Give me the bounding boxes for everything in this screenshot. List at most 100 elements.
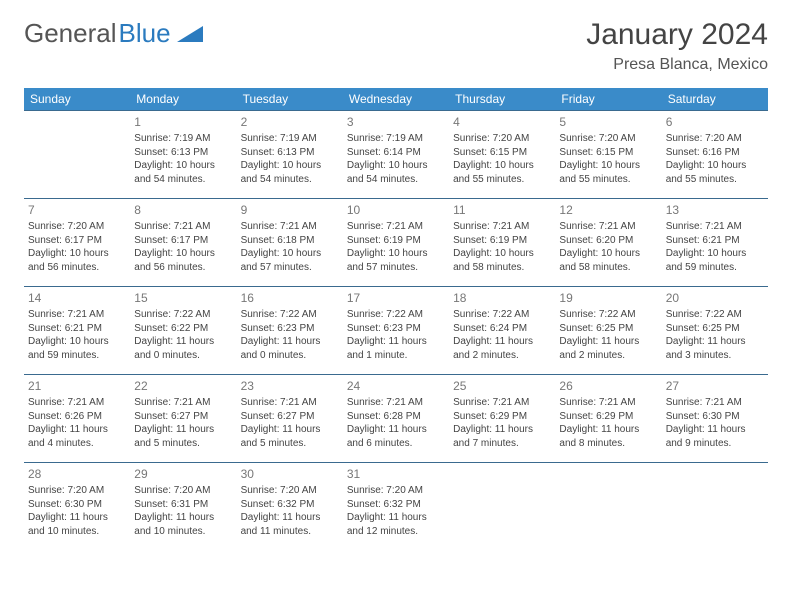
sunrise-line: Sunrise: 7:21 AM (559, 396, 657, 410)
day-cell: 23Sunrise: 7:21 AMSunset: 6:27 PMDayligh… (237, 375, 343, 463)
day-number: 28 (28, 466, 126, 482)
day-cell: 21 Sunrise: 7:21 AMSunset: 6:26 PMDayligh… (24, 375, 130, 463)
sunrise-line: Sunrise: 7:20 AM (28, 220, 126, 234)
sunset-line: Sunset: 6:32 PM (241, 498, 339, 512)
day-cell: 25Sunrise: 7:21 AMSunset: 6:29 PMDayligh… (449, 375, 555, 463)
day-number: 27 (666, 378, 764, 394)
day-number: 26 (559, 378, 657, 394)
day-cell: 3Sunrise: 7:19 AMSunset: 6:14 PMDaylight… (343, 111, 449, 199)
sunset-line: Sunset: 6:15 PM (559, 146, 657, 160)
sunrise-line: Sunrise: 7:21 AM (453, 220, 551, 234)
day-cell: 8Sunrise: 7:21 AMSunset: 6:17 PMDaylight… (130, 199, 236, 287)
calendar-week-row: 28Sunrise: 7:20 AMSunset: 6:30 PMDayligh… (24, 463, 768, 551)
sunset-line: Sunset: 6:30 PM (28, 498, 126, 512)
sunset-line: Sunset: 6:14 PM (347, 146, 445, 160)
weekday-header: Monday (130, 88, 236, 111)
day-number: 21 (28, 378, 126, 394)
logo: GeneralBlue (24, 18, 203, 49)
sunrise-line: Sunrise: 7:22 AM (559, 308, 657, 322)
day-cell: 12Sunrise: 7:21 AMSunset: 6:20 PMDayligh… (555, 199, 661, 287)
title-block: January 2024 Presa Blanca, Mexico (586, 18, 768, 74)
daylight-line: Daylight: 10 hours and 55 minutes. (666, 159, 764, 186)
day-number: 15 (134, 290, 232, 306)
day-cell: 29Sunrise: 7:20 AMSunset: 6:31 PMDayligh… (130, 463, 236, 551)
day-cell: 11Sunrise: 7:21 AMSunset: 6:19 PMDayligh… (449, 199, 555, 287)
sunrise-line: Sunrise: 7:20 AM (241, 484, 339, 498)
sunset-line: Sunset: 6:22 PM (134, 322, 232, 336)
day-number: 29 (134, 466, 232, 482)
day-cell: 1Sunrise: 7:19 AMSunset: 6:13 PMDaylight… (130, 111, 236, 199)
day-cell: 2Sunrise: 7:19 AMSunset: 6:13 PMDaylight… (237, 111, 343, 199)
day-cell: 18Sunrise: 7:22 AMSunset: 6:24 PMDayligh… (449, 287, 555, 375)
calendar-table: SundayMondayTuesdayWednesdayThursdayFrid… (24, 88, 768, 551)
daylight-line: Daylight: 11 hours and 2 minutes. (559, 335, 657, 362)
sunset-line: Sunset: 6:13 PM (241, 146, 339, 160)
empty-cell (555, 463, 661, 551)
daylight-line: Daylight: 11 hours and 10 minutes. (134, 511, 232, 538)
sunrise-line: Sunrise: 7:19 AM (347, 132, 445, 146)
daylight-line: Daylight: 11 hours and 11 minutes. (241, 511, 339, 538)
sunset-line: Sunset: 6:32 PM (347, 498, 445, 512)
day-number: 4 (453, 114, 551, 130)
sunrise-line: Sunrise: 7:19 AM (241, 132, 339, 146)
day-cell: 13Sunrise: 7:21 AMSunset: 6:21 PMDayligh… (662, 199, 768, 287)
page-title: January 2024 (586, 18, 768, 52)
logo-text-blue: Blue (119, 18, 171, 49)
sunset-line: Sunset: 6:26 PM (28, 410, 126, 424)
daylight-line: Daylight: 10 hours and 56 minutes. (28, 247, 126, 274)
daylight-line: Daylight: 11 hours and 12 minutes. (347, 511, 445, 538)
day-number: 1 (134, 114, 232, 130)
sunrise-line: Sunrise: 7:20 AM (453, 132, 551, 146)
day-cell: 24Sunrise: 7:21 AMSunset: 6:28 PMDayligh… (343, 375, 449, 463)
sunset-line: Sunset: 6:16 PM (666, 146, 764, 160)
daylight-line: Daylight: 10 hours and 54 minutes. (347, 159, 445, 186)
weekday-header: Saturday (662, 88, 768, 111)
sunset-line: Sunset: 6:31 PM (134, 498, 232, 512)
empty-cell (24, 111, 130, 199)
sunrise-line: Sunrise: 7:22 AM (347, 308, 445, 322)
day-cell: 14Sunrise: 7:21 AMSunset: 6:21 PMDayligh… (24, 287, 130, 375)
sunset-line: Sunset: 6:25 PM (666, 322, 764, 336)
daylight-line: Daylight: 11 hours and 2 minutes. (453, 335, 551, 362)
sunset-line: Sunset: 6:27 PM (241, 410, 339, 424)
daylight-line: Daylight: 11 hours and 0 minutes. (241, 335, 339, 362)
daylight-line: Daylight: 11 hours and 6 minutes. (347, 423, 445, 450)
day-number: 6 (666, 114, 764, 130)
weekday-row: SundayMondayTuesdayWednesdayThursdayFrid… (24, 88, 768, 111)
day-cell: 10Sunrise: 7:21 AMSunset: 6:19 PMDayligh… (343, 199, 449, 287)
sunrise-line: Sunrise: 7:21 AM (347, 220, 445, 234)
day-cell: 6Sunrise: 7:20 AMSunset: 6:16 PMDaylight… (662, 111, 768, 199)
daylight-line: Daylight: 11 hours and 4 minutes. (28, 423, 126, 450)
daylight-line: Daylight: 11 hours and 8 minutes. (559, 423, 657, 450)
sunrise-line: Sunrise: 7:21 AM (666, 220, 764, 234)
sunrise-line: Sunrise: 7:19 AM (134, 132, 232, 146)
day-cell: 9Sunrise: 7:21 AMSunset: 6:18 PMDaylight… (237, 199, 343, 287)
day-number: 30 (241, 466, 339, 482)
daylight-line: Daylight: 11 hours and 10 minutes. (28, 511, 126, 538)
day-cell: 19Sunrise: 7:22 AMSunset: 6:25 PMDayligh… (555, 287, 661, 375)
sunset-line: Sunset: 6:23 PM (347, 322, 445, 336)
daylight-line: Daylight: 10 hours and 56 minutes. (134, 247, 232, 274)
day-cell: 16Sunrise: 7:22 AMSunset: 6:23 PMDayligh… (237, 287, 343, 375)
sunrise-line: Sunrise: 7:21 AM (134, 396, 232, 410)
day-number: 10 (347, 202, 445, 218)
weekday-header: Tuesday (237, 88, 343, 111)
calendar-week-row: 7Sunrise: 7:20 AMSunset: 6:17 PMDaylight… (24, 199, 768, 287)
daylight-line: Daylight: 10 hours and 55 minutes. (453, 159, 551, 186)
sunrise-line: Sunrise: 7:22 AM (134, 308, 232, 322)
sunrise-line: Sunrise: 7:20 AM (28, 484, 126, 498)
day-number: 5 (559, 114, 657, 130)
daylight-line: Daylight: 10 hours and 58 minutes. (559, 247, 657, 274)
calendar-head: SundayMondayTuesdayWednesdayThursdayFrid… (24, 88, 768, 111)
sunset-line: Sunset: 6:21 PM (666, 234, 764, 248)
daylight-line: Daylight: 10 hours and 57 minutes. (347, 247, 445, 274)
daylight-line: Daylight: 11 hours and 5 minutes. (241, 423, 339, 450)
sunset-line: Sunset: 6:21 PM (28, 322, 126, 336)
sunrise-line: Sunrise: 7:22 AM (666, 308, 764, 322)
day-number: 22 (134, 378, 232, 394)
sunrise-line: Sunrise: 7:21 AM (28, 396, 126, 410)
sunrise-line: Sunrise: 7:20 AM (559, 132, 657, 146)
calendar-week-row: 14Sunrise: 7:21 AMSunset: 6:21 PMDayligh… (24, 287, 768, 375)
sunset-line: Sunset: 6:28 PM (347, 410, 445, 424)
sunrise-line: Sunrise: 7:21 AM (134, 220, 232, 234)
